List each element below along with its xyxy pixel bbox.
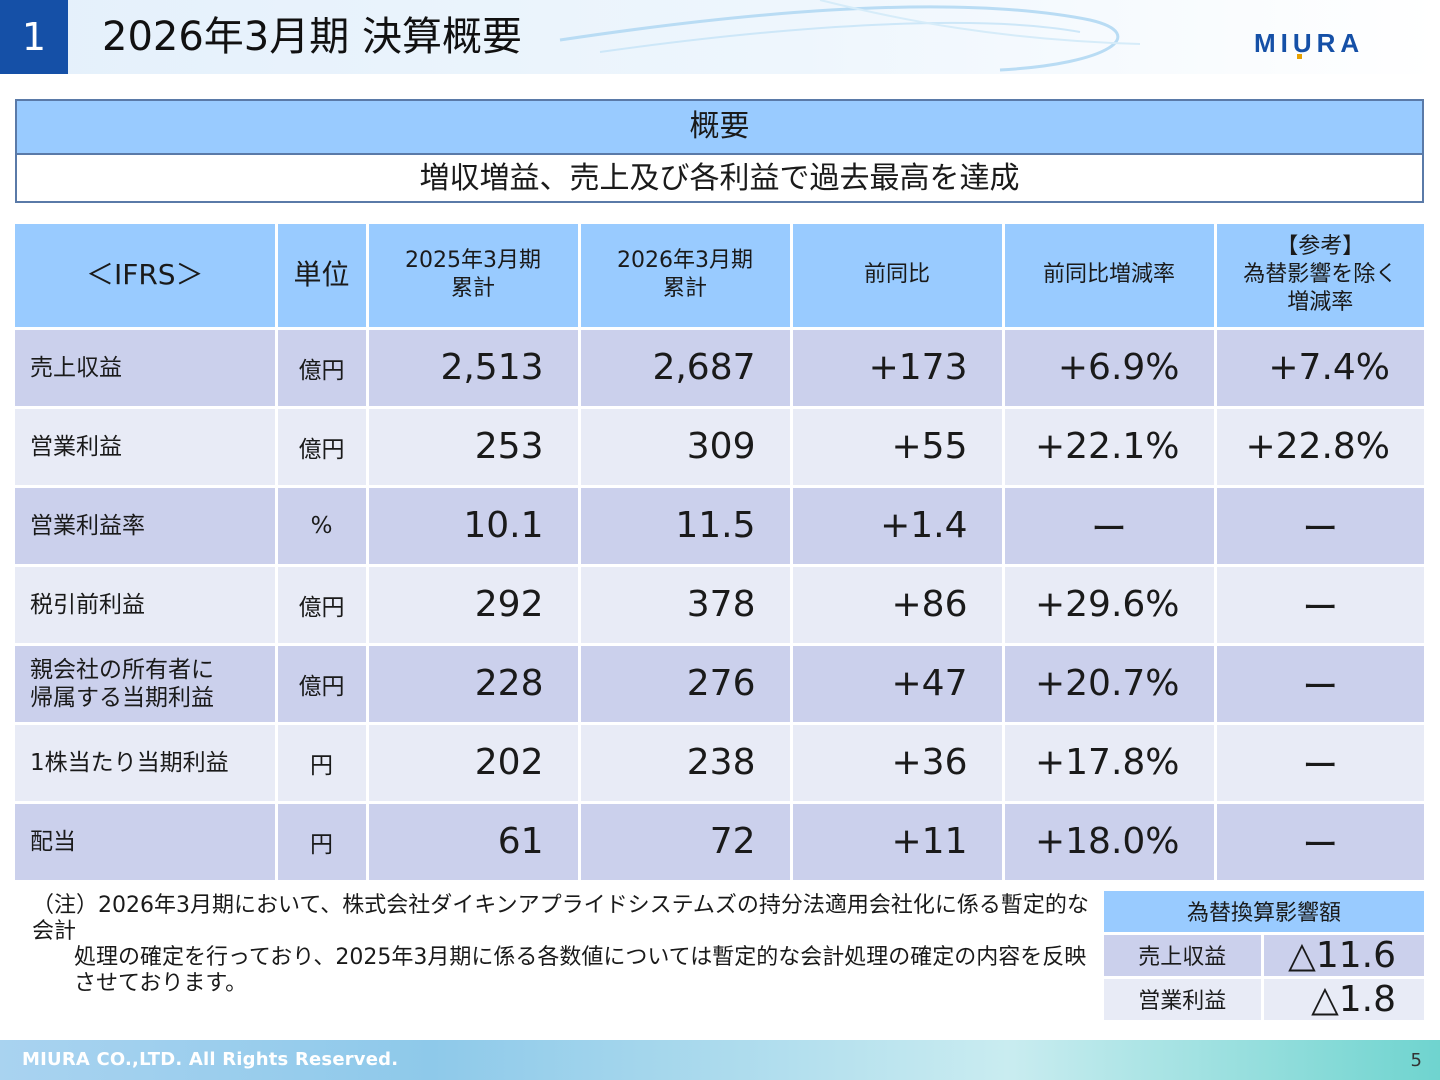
- table-row-eps: 1株当たり当期利益 円 202 238 +36 +17.8% ー: [15, 723, 1424, 804]
- footnote: （注）2026年3月期において、株式会社ダイキンアプライドシステムズの持分法適用…: [32, 893, 1092, 997]
- row-unit: 億円: [276, 644, 369, 725]
- column-header-ex-fx-rate: 【参考】 為替影響を除く 増減率: [1215, 224, 1424, 330]
- value-fy2025: 202: [367, 723, 581, 804]
- row-unit: 億円: [276, 407, 369, 488]
- fx-impact-row-operating-profit: 営業利益 △1.8: [1104, 977, 1424, 1023]
- table-row-revenue: 売上収益 億円 2,513 2,687 +173 +6.9% +7.4%: [15, 328, 1424, 409]
- fx-impact-label: 売上収益: [1104, 933, 1264, 979]
- results-header-row: ＜IFRS＞ 単位 2025年3月期 累計 2026年3月期 累計 前同比 前同…: [15, 224, 1424, 330]
- value-yoy: +47: [791, 644, 1005, 725]
- value-yoy-rate: +20.7%: [1003, 644, 1217, 725]
- value-ex-fx-rate: ー: [1215, 644, 1424, 725]
- fx-impact-table: 為替換算影響額 売上収益 △11.6 営業利益 △1.8: [1104, 891, 1424, 1023]
- results-table: ＜IFRS＞ 単位 2025年3月期 累計 2026年3月期 累計 前同比 前同…: [15, 224, 1424, 883]
- footnote-line2: 処理の確定を行っており、2025年3月期に係る各数値については暫定的な会計処理の…: [74, 945, 1087, 970]
- value-yoy: +55: [791, 407, 1005, 488]
- value-fy2025: 2,513: [367, 328, 581, 409]
- page-title: 2026年3月期 決算概要: [102, 14, 522, 60]
- row-label: 1株当たり当期利益: [15, 723, 278, 804]
- slide-header: 1 2026年3月期 決算概要 MIURA: [0, 0, 1440, 74]
- value-yoy-rate: +6.9%: [1003, 328, 1217, 409]
- row-label: 配当: [15, 802, 278, 883]
- column-header-fy2026: 2026年3月期 累計: [579, 224, 793, 330]
- value-fy2026: 378: [579, 565, 793, 646]
- summary-box: 概要 増収増益、売上及び各利益で過去最高を達成: [15, 99, 1424, 203]
- value-fy2025: 228: [367, 644, 581, 725]
- value-fy2026: 2,687: [579, 328, 793, 409]
- column-header-yoy-rate: 前同比増減率: [1003, 224, 1217, 330]
- row-label: 営業利益: [15, 407, 278, 488]
- value-ex-fx-rate: +7.4%: [1215, 328, 1424, 409]
- value-ex-fx-rate: ー: [1215, 802, 1424, 883]
- row-label: 税引前利益: [15, 565, 278, 646]
- row-label: 営業利益率: [15, 486, 278, 567]
- column-header-ex-fx-line2: 為替影響を除く: [1243, 262, 1398, 288]
- row-unit: 円: [276, 723, 369, 804]
- column-header-ifrs: ＜IFRS＞: [15, 224, 278, 330]
- value-fy2026: 309: [579, 407, 793, 488]
- section-number: 1: [0, 0, 68, 74]
- value-yoy-rate: +18.0%: [1003, 802, 1217, 883]
- summary-heading: 概要: [17, 101, 1422, 155]
- value-ex-fx-rate: ー: [1215, 723, 1424, 804]
- table-row-operating-profit: 営業利益 億円 253 309 +55 +22.1% +22.8%: [15, 407, 1424, 488]
- fx-impact-row-revenue: 売上収益 △11.6: [1104, 933, 1424, 979]
- table-row-pretax-profit: 税引前利益 億円 292 378 +86 +29.6% ー: [15, 565, 1424, 646]
- row-label-line1: 親会社の所有者に: [30, 656, 214, 683]
- value-fy2026: 11.5: [579, 486, 793, 567]
- column-header-fy2025-line2: 累計: [450, 276, 495, 302]
- column-header-yoy: 前同比: [791, 224, 1005, 330]
- copyright-text: MIURA CO.,LTD. All Rights Reserved.: [22, 1049, 399, 1070]
- column-header-ex-fx-line1: 【参考】: [1276, 234, 1365, 260]
- row-label: 売上収益: [15, 328, 278, 409]
- miura-logo: MIURA: [1254, 28, 1364, 59]
- row-unit: %: [276, 486, 369, 567]
- row-unit: 円: [276, 802, 369, 883]
- value-fy2025: 292: [367, 565, 581, 646]
- table-row-dividend: 配当 円 61 72 +11 +18.0% ー: [15, 802, 1424, 883]
- value-yoy: +1.4: [791, 486, 1005, 567]
- page-number: 5: [1410, 1050, 1422, 1071]
- fx-impact-label: 営業利益: [1104, 977, 1264, 1023]
- column-header-fy2025: 2025年3月期 累計: [367, 224, 581, 330]
- svg-text:MIURA: MIURA: [1254, 28, 1364, 58]
- value-yoy: +36: [791, 723, 1005, 804]
- value-fy2025: 10.1: [367, 486, 581, 567]
- value-yoy: +86: [791, 565, 1005, 646]
- row-label-line2: 帰属する当期利益: [30, 684, 214, 711]
- table-row-operating-margin: 営業利益率 % 10.1 11.5 +1.4 ー ー: [15, 486, 1424, 567]
- fx-impact-value: △1.8: [1262, 977, 1424, 1023]
- table-row-net-profit: 親会社の所有者に 帰属する当期利益 億円 228 276 +47 +20.7% …: [15, 644, 1424, 725]
- value-fy2026: 72: [579, 802, 793, 883]
- column-header-fy2025-line1: 2025年3月期: [405, 248, 541, 274]
- value-yoy: +173: [791, 328, 1005, 409]
- summary-text: 増収増益、売上及び各利益で過去最高を達成: [419, 161, 1020, 196]
- value-yoy-rate: +22.1%: [1003, 407, 1217, 488]
- row-label: 親会社の所有者に 帰属する当期利益: [15, 644, 278, 725]
- value-fy2026: 276: [579, 644, 793, 725]
- column-header-unit: 単位: [276, 224, 369, 330]
- value-fy2026: 238: [579, 723, 793, 804]
- value-ex-fx-rate: +22.8%: [1215, 407, 1424, 488]
- value-yoy: +11: [791, 802, 1005, 883]
- footnote-line3: させております。: [74, 971, 248, 996]
- fx-impact-value: △11.6: [1262, 933, 1424, 979]
- value-yoy-rate: +17.8%: [1003, 723, 1217, 804]
- slide-footer: MIURA CO.,LTD. All Rights Reserved. 5: [0, 1040, 1440, 1080]
- header-swoosh-background: [0, 0, 1440, 74]
- row-unit: 億円: [276, 565, 369, 646]
- fx-impact-heading: 為替換算影響額: [1104, 891, 1424, 935]
- value-ex-fx-rate: ー: [1215, 486, 1424, 567]
- value-fy2025: 61: [367, 802, 581, 883]
- value-ex-fx-rate: ー: [1215, 565, 1424, 646]
- column-header-ex-fx-line3: 増減率: [1287, 290, 1354, 316]
- column-header-fy2026-line1: 2026年3月期: [617, 248, 753, 274]
- value-yoy-rate: +29.6%: [1003, 565, 1217, 646]
- footnote-line1: （注）2026年3月期において、株式会社ダイキンアプライドシステムズの持分法適用…: [32, 893, 1089, 944]
- column-header-fy2026-line2: 累計: [662, 276, 707, 302]
- value-yoy-rate: ー: [1003, 486, 1217, 567]
- value-fy2025: 253: [367, 407, 581, 488]
- fx-impact-header-row: 為替換算影響額: [1104, 891, 1424, 935]
- row-unit: 億円: [276, 328, 369, 409]
